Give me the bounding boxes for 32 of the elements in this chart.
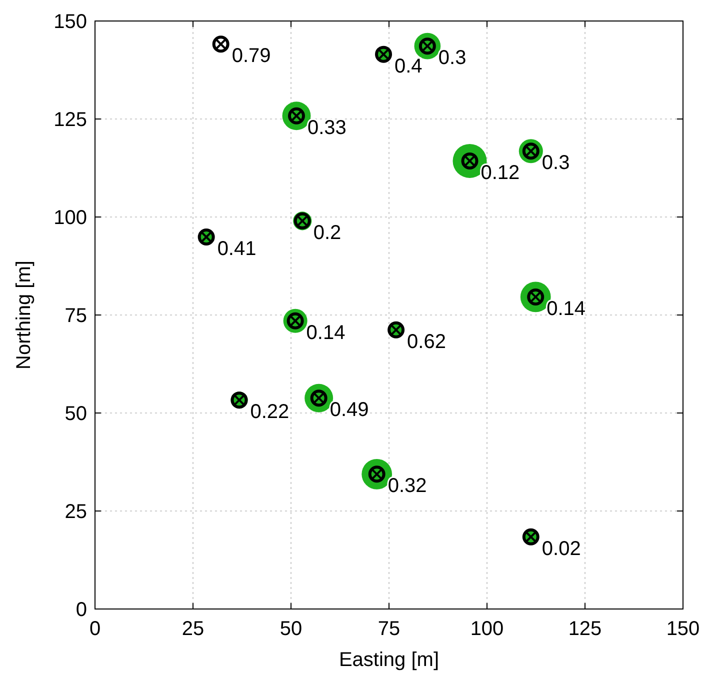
x-axis-title: Easting [m] — [338, 649, 440, 671]
x-tick-label: 150 — [666, 618, 700, 640]
annotation: 0.14 — [306, 322, 346, 344]
y-tick-label: 75 — [64, 305, 87, 327]
annotation: 0.41 — [217, 238, 256, 260]
y-tick-label: 0 — [76, 599, 87, 621]
annotation: 0.33 — [307, 116, 346, 139]
annotation: 0.3 — [438, 47, 466, 70]
annotation: 0.02 — [542, 538, 581, 560]
point — [212, 36, 230, 53]
x-tick-label: 0 — [89, 618, 101, 640]
annotation: 0.14 — [546, 298, 586, 320]
y-tick-label: 25 — [64, 501, 87, 523]
y-tick-label: 50 — [64, 403, 87, 425]
annotation: 0.2 — [313, 222, 342, 244]
annotation: 0.12 — [480, 162, 520, 184]
x-tick-label: 50 — [280, 618, 302, 640]
x-tick-label: 25 — [182, 618, 204, 640]
y-tick-label: 125 — [54, 109, 87, 131]
x-tick-label: 75 — [378, 618, 400, 640]
annotation: 0.4 — [394, 55, 422, 78]
annotation: 0.62 — [407, 330, 446, 353]
annotation: 0.32 — [388, 475, 427, 498]
y-tick-label: 100 — [54, 207, 87, 229]
y-tick-label: 150 — [54, 11, 87, 33]
annotation: 0.49 — [330, 399, 369, 422]
x-tick-label: 100 — [470, 618, 504, 640]
y-axis-title: Northing [m] — [13, 260, 35, 370]
annotation: 0.3 — [542, 152, 570, 174]
x-tick-label: 125 — [568, 618, 602, 640]
annotation: 0.22 — [250, 401, 290, 424]
annotation: 0.79 — [232, 45, 271, 68]
